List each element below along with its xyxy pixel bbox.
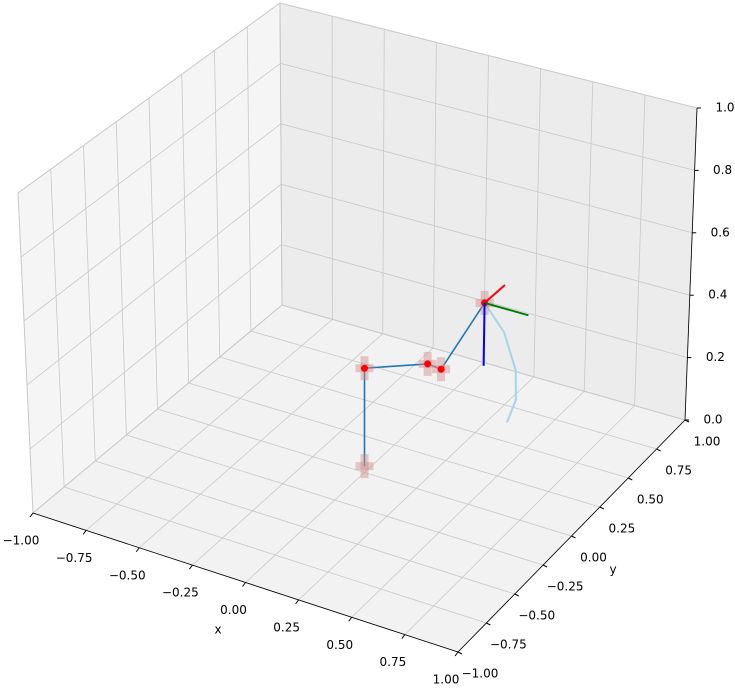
x-tick-label: 1.00 <box>433 673 460 687</box>
z-tick-label: 0.0 <box>703 413 722 427</box>
y-axis-label: y <box>609 563 616 577</box>
x-tick <box>454 651 459 657</box>
y-tick <box>486 622 491 626</box>
x-tick <box>82 530 87 535</box>
y-tick-label: 0.00 <box>580 551 607 565</box>
joint-dot <box>361 364 368 372</box>
grid-line <box>583 81 594 392</box>
y-tick <box>628 477 633 481</box>
grid-line <box>29 244 282 450</box>
grid-line <box>126 434 544 566</box>
y-tick-label: −0.25 <box>547 580 584 594</box>
joint-body <box>355 462 374 471</box>
grid-line <box>214 50 221 358</box>
frame-axis <box>484 301 529 317</box>
grid-line <box>246 26 252 332</box>
z-tick-label: 0.2 <box>706 350 725 364</box>
grid-line <box>32 304 283 514</box>
y-tick <box>542 564 548 568</box>
y-tick-label: 1.00 <box>694 435 721 449</box>
grid-line <box>533 68 542 377</box>
y-tick-label: 0.25 <box>609 522 636 536</box>
y-tick-label: −0.50 <box>518 609 555 623</box>
y-tick <box>599 506 605 510</box>
grid-line <box>83 145 96 462</box>
grid-line <box>250 330 657 450</box>
y-tick-label: −1.00 <box>462 667 499 681</box>
grid-line <box>20 63 281 258</box>
x-tick <box>401 634 406 639</box>
joint <box>418 351 437 376</box>
y-tick <box>457 651 463 655</box>
y-tick <box>571 535 576 539</box>
grid-line <box>95 460 515 595</box>
grid-line <box>17 2 281 194</box>
z-tick-label: 1.0 <box>715 101 734 115</box>
grid-line <box>432 42 437 349</box>
x-tick-label: −1.00 <box>3 534 40 548</box>
grid-line <box>219 356 629 479</box>
grid-line <box>281 183 690 296</box>
frame-axis <box>483 284 506 304</box>
y-tick-label: −0.75 <box>490 638 527 652</box>
x-tick-label: −0.75 <box>56 551 93 565</box>
z-tick-label: 0.6 <box>711 225 730 239</box>
joint-dot <box>424 360 432 368</box>
grid-line <box>17 192 34 514</box>
grid-line <box>50 169 65 488</box>
joint <box>355 356 374 381</box>
z-tick-label: 0.8 <box>713 163 732 177</box>
plot-area <box>355 284 529 479</box>
x-tick <box>135 547 140 553</box>
trajectory <box>483 302 517 423</box>
grid-line <box>181 74 190 384</box>
grid-line <box>188 382 600 508</box>
joint <box>432 357 451 382</box>
x-tick <box>29 512 34 518</box>
grid-line <box>279 2 698 109</box>
x-axis-label: x <box>214 623 221 637</box>
y-tick <box>656 448 661 452</box>
z-tick-label: 0.4 <box>708 288 727 302</box>
x-tick-label: 0.00 <box>220 603 247 617</box>
frame-axis <box>482 302 486 366</box>
x-tick-label: 0.50 <box>326 638 353 652</box>
grid-line <box>64 486 487 624</box>
z-axis-line <box>684 107 698 421</box>
grid-line <box>279 2 283 306</box>
x-tick <box>242 582 246 587</box>
x-tick-label: 0.75 <box>380 655 407 669</box>
y-tick <box>514 593 519 597</box>
x-tick <box>188 564 193 570</box>
grid-line <box>148 97 158 410</box>
x-tick-label: −0.50 <box>109 568 146 582</box>
grid-line <box>280 123 693 234</box>
joint-body <box>360 454 369 479</box>
x-tick <box>295 599 300 605</box>
grid-line <box>26 183 282 386</box>
grid-line <box>23 123 282 322</box>
grid-line <box>382 29 385 334</box>
joint <box>355 454 374 479</box>
grid-line <box>115 121 127 436</box>
y-tick-label: 0.75 <box>665 464 692 478</box>
x-tick-label: 0.25 <box>273 620 300 634</box>
x-tick-label: −0.25 <box>162 586 199 600</box>
y-tick-label: 0.50 <box>637 493 664 507</box>
grid-line <box>634 94 646 406</box>
grid-line <box>157 408 572 537</box>
grid-line <box>280 63 695 171</box>
x-tick <box>348 616 353 622</box>
joint-dot <box>437 365 445 373</box>
